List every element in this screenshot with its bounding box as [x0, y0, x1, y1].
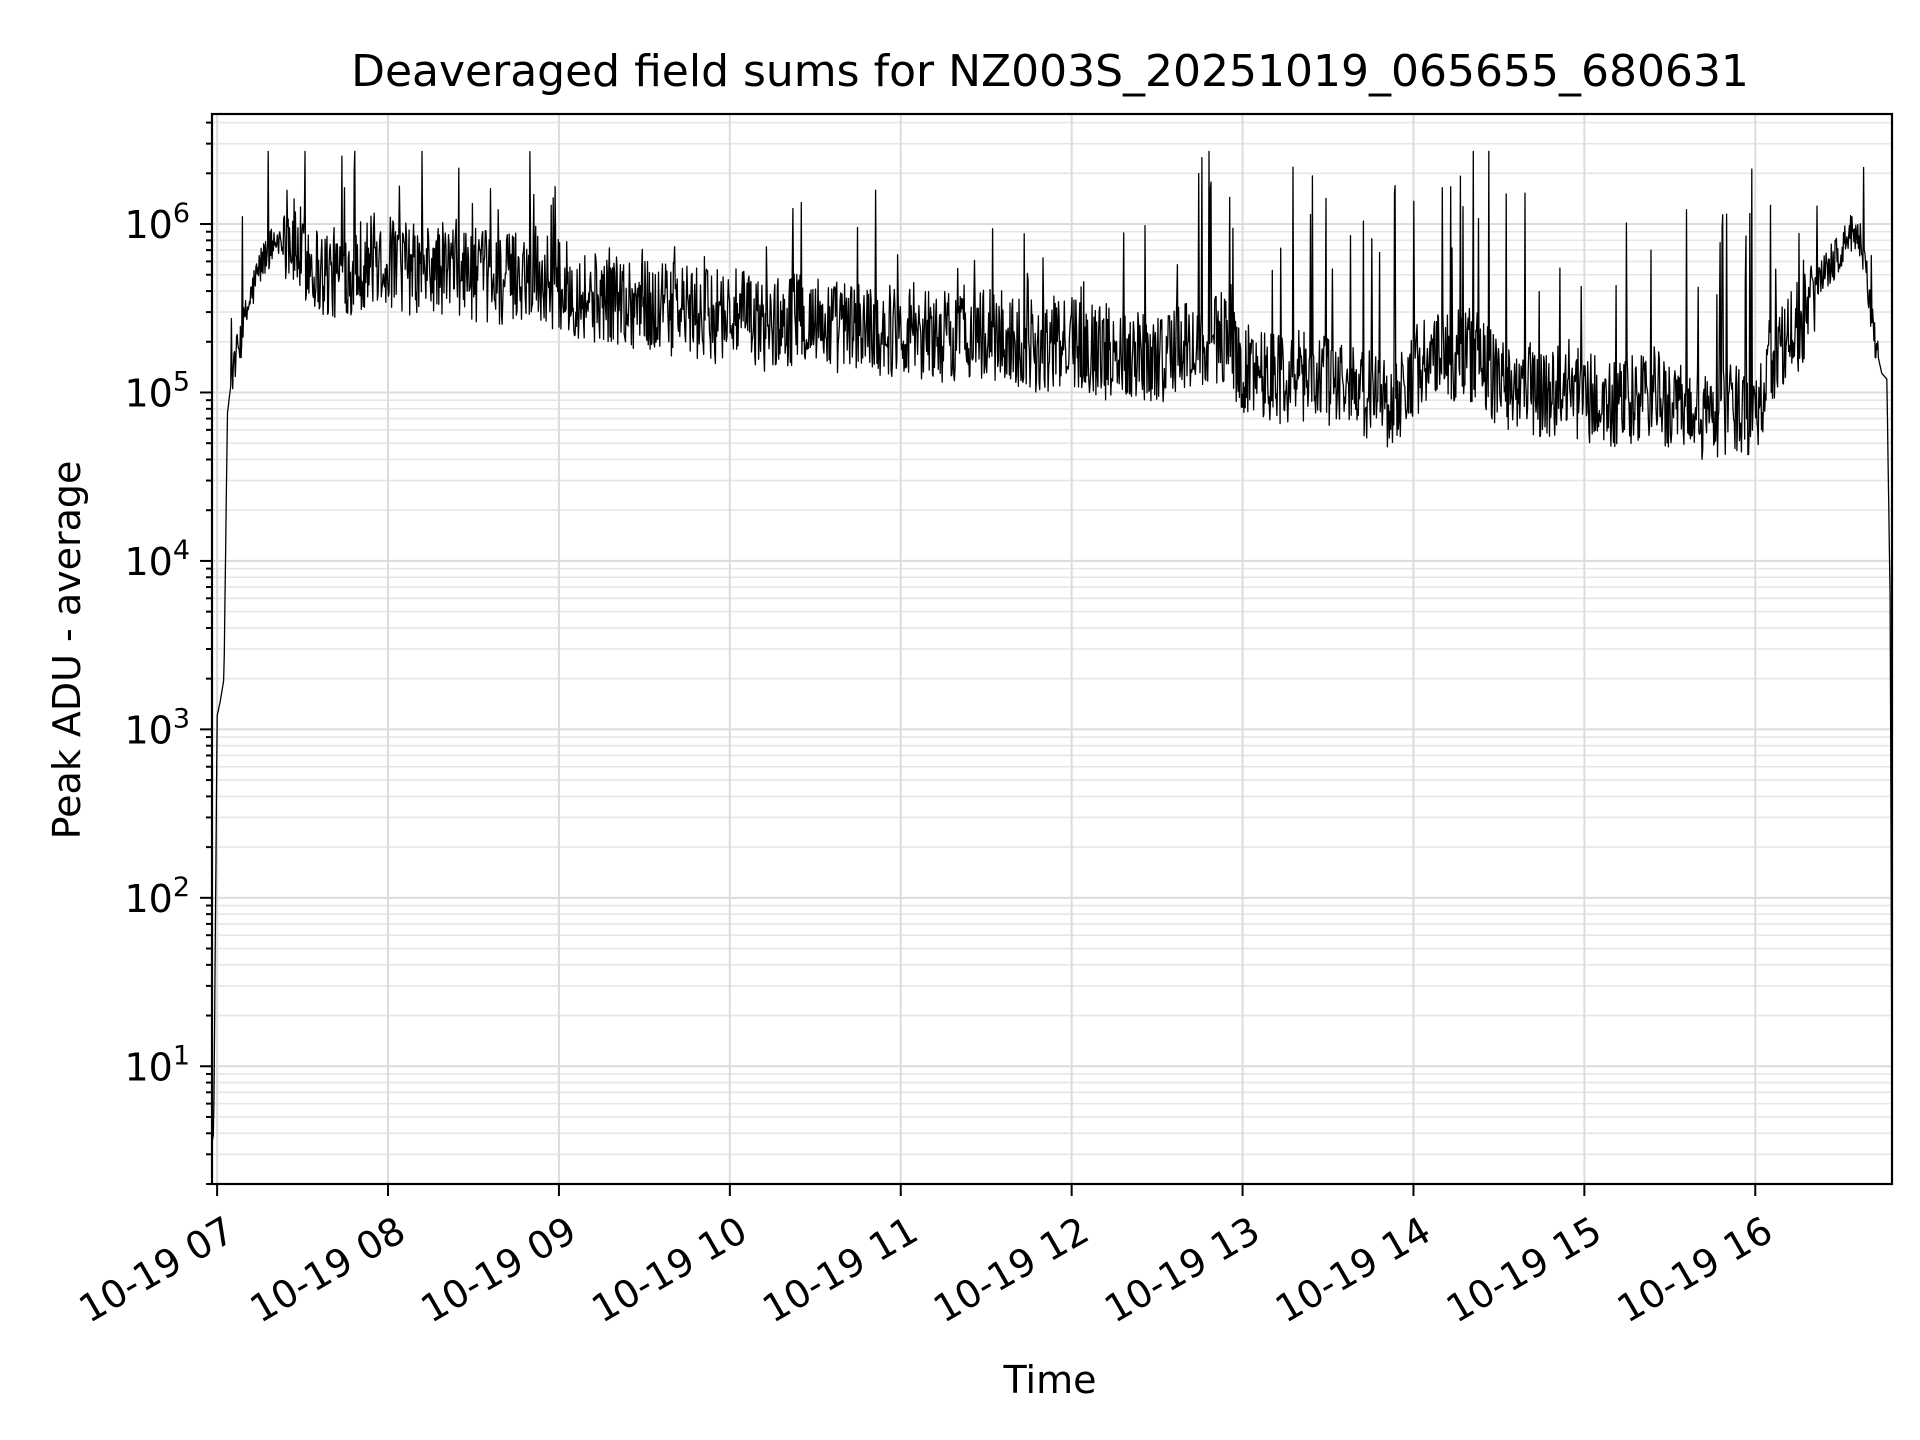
ticks — [200, 121, 1757, 1196]
y-tick-labels: 101 102 103 104 105 106 — [124, 198, 190, 1089]
y-tick-label: 105 — [124, 366, 190, 415]
y-tick-label: 101 — [124, 1040, 190, 1089]
y-tick-label: 102 — [124, 872, 190, 921]
y-tick-label: 103 — [124, 703, 190, 752]
chart-title: Deaveraged field sums for NZ003S_2025101… — [351, 46, 1749, 97]
y-tick-label: 104 — [124, 535, 190, 584]
y-axis-label: Peak ADU - average — [45, 461, 89, 840]
x-axis-label: Time — [1003, 1358, 1097, 1402]
y-tick-label: 106 — [124, 198, 190, 247]
series-line — [211, 150, 1893, 1144]
